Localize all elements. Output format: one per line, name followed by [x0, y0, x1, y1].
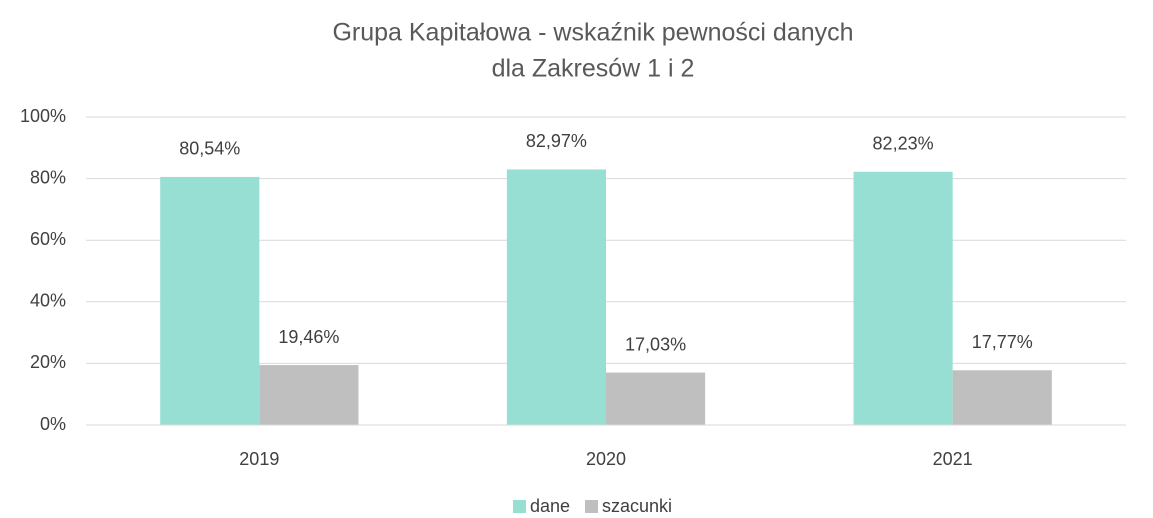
data-label: 17,03%	[625, 334, 686, 354]
bar	[606, 372, 706, 425]
y-tick-label: 60%	[30, 229, 66, 249]
bar	[160, 176, 260, 425]
x-tick-label: 2020	[586, 449, 626, 469]
data-label: 80,54%	[179, 139, 240, 159]
y-tick-label: 0%	[40, 414, 66, 434]
data-label: 17,77%	[972, 332, 1033, 352]
data-label: 82,97%	[526, 131, 587, 151]
chart-title: Grupa Kapitałowa - wskaźnik pewności dan…	[332, 19, 853, 47]
y-tick-label: 40%	[30, 291, 66, 311]
bar	[853, 171, 953, 425]
x-tick-label: 2021	[933, 449, 973, 469]
legend-label: szacunki	[602, 496, 672, 516]
chart-title: dla Zakresów 1 i 2	[492, 55, 695, 83]
bar	[259, 365, 359, 425]
y-tick-label: 20%	[30, 352, 66, 372]
legend-swatch	[512, 500, 526, 513]
y-tick-label: 100%	[20, 106, 66, 126]
legend-label: dane	[530, 496, 570, 516]
y-tick-label: 80%	[30, 167, 66, 187]
bar	[952, 370, 1052, 425]
bar	[506, 169, 606, 425]
legend-swatch	[585, 500, 599, 513]
data-label: 19,46%	[278, 327, 339, 347]
x-tick-label: 2019	[239, 449, 279, 469]
data-label: 82,23%	[873, 133, 934, 153]
